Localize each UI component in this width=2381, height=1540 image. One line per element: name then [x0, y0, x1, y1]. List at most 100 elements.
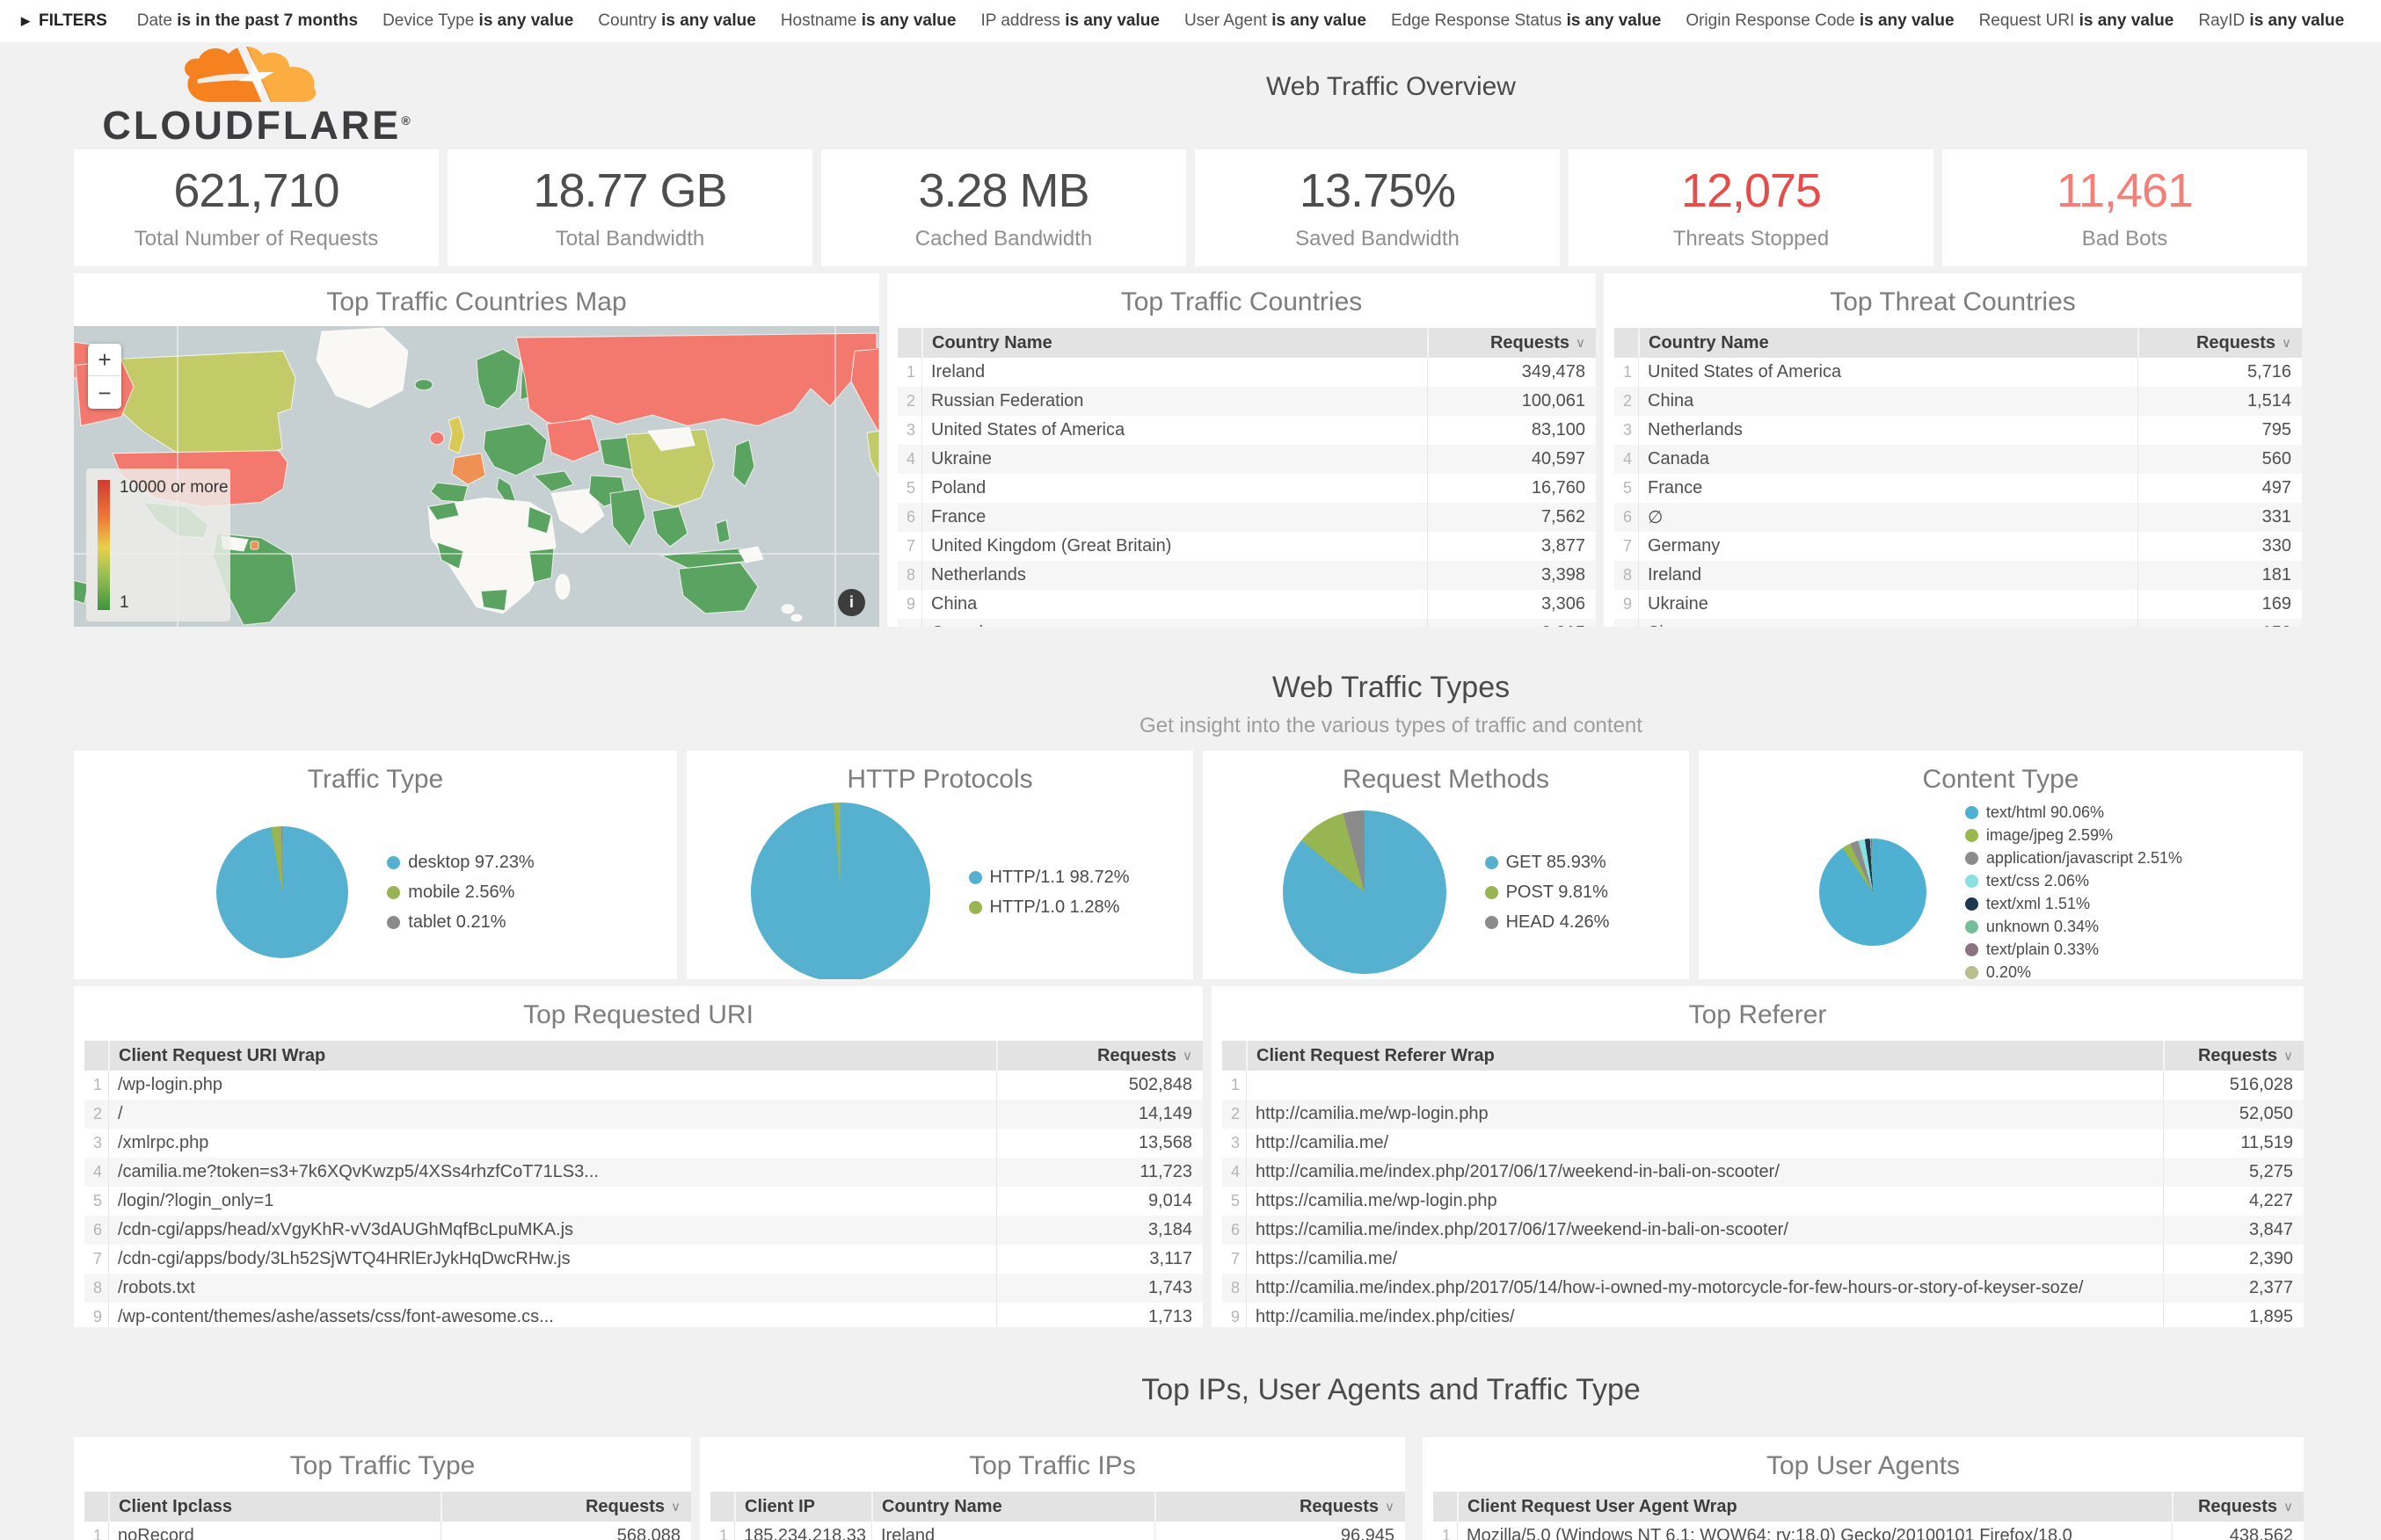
table-row[interactable]: 4/camilia.me?token=s3+7k6XQvKwzp5/4XSs4r…: [84, 1158, 1203, 1187]
column-header-requests[interactable]: Requests ∨: [2137, 328, 2302, 358]
table-row[interactable]: 2 China 1,514: [1614, 387, 2302, 416]
section-subtitle: Get insight into the various types of tr…: [1140, 714, 1642, 737]
filter-origin-response-code[interactable]: Origin Response Code is any value: [1686, 11, 1954, 31]
cell-client-request-uri-wrap: /login/?login_only=1: [108, 1187, 996, 1216]
table-row[interactable]: 6 https://camilia.me/index.php/2017/06/17…: [1222, 1216, 2304, 1245]
table-row[interactable]: 9 China 3,306: [898, 590, 1596, 619]
column-header-requests[interactable]: Requests ∨: [1427, 328, 1596, 358]
filter-device-type[interactable]: Device Type is any value: [382, 11, 573, 31]
filter-field: Edge Response Status: [1390, 11, 1567, 30]
filter-value: is any value: [1065, 11, 1160, 30]
table-row[interactable]: 3 United States of America 83,100: [898, 416, 1596, 445]
filter-rayid[interactable]: RayID is any value: [2198, 11, 2344, 31]
table-row[interactable]: 2 Russian Federation 100,061: [898, 387, 1596, 416]
sort-desc-icon: ∨: [2283, 1500, 2293, 1515]
table-row[interactable]: 7 United Kingdom (Great Britain) 3,877: [898, 532, 1596, 561]
table-row[interactable]: 1/wp-login.php 502,848: [84, 1071, 1203, 1100]
table-header-row: Country Name Requests ∨: [898, 328, 1596, 358]
table-row[interactable]: 1 United States of America 5,716: [1614, 358, 2302, 387]
map-zoom-out-button[interactable]: −: [88, 376, 121, 409]
table-row[interactable]: 8 Netherlands 3,398: [898, 561, 1596, 590]
table-row[interactable]: 4 Ukraine 40,597: [898, 445, 1596, 474]
kpi-label: Total Number of Requests: [134, 227, 379, 251]
column-header-requests[interactable]: Requests ∨: [441, 1492, 691, 1522]
table-row[interactable]: 5/login/?login_only=1 9,014: [84, 1187, 1203, 1216]
table-row[interactable]: 8 Ireland 181: [1614, 561, 2302, 590]
filter-ip-address[interactable]: IP address is any value: [980, 11, 1160, 31]
cell-country-name: China: [921, 590, 1427, 619]
column-header-requests[interactable]: Requests ∨: [996, 1041, 1203, 1071]
sort-desc-icon: ∨: [2283, 1049, 2293, 1064]
world-map[interactable]: + − 10000 or more 1 i: [74, 326, 879, 627]
table-row[interactable]: 7 https://camilia.me/2,390: [1222, 1245, 2304, 1274]
legend-dot: [1484, 855, 1498, 869]
table-row[interactable]: 1 noRecord 568,088: [84, 1522, 691, 1540]
top-ips-section-header: Top IPs, User Agents and Traffic Type: [274, 1373, 2381, 1407]
filter-field: Country: [598, 11, 662, 30]
table-row[interactable]: 4 Canada 560: [1614, 445, 2302, 474]
row-number: 6: [1622, 508, 1632, 526]
table-row[interactable]: 3/xmlrpc.php 13,568: [84, 1129, 1203, 1158]
column-header-requests[interactable]: Requests ∨: [2172, 1492, 2304, 1522]
table-row[interactable]: 9 http://camilia.me/index.php/cities/1,89…: [1222, 1303, 2304, 1327]
filters-toggle[interactable]: ▶ FILTERS: [21, 11, 107, 31]
filter-request-uri[interactable]: Request URI is any value: [1979, 11, 2174, 31]
table-row[interactable]: 6/cdn-cgi/apps/head/xVgyKhR-vV3dAUGhMqfB…: [84, 1216, 1203, 1245]
sort-desc-icon: ∨: [1576, 336, 1585, 351]
table-row[interactable]: 7/cdn-cgi/apps/body/3Lh52SjWTQ4HRlErJykH…: [84, 1245, 1203, 1274]
column-header-requests[interactable]: Requests ∨: [2163, 1041, 2304, 1071]
pie-legend: GET 85.93% POST 9.81% HEAD 4.26%: [1484, 853, 1609, 933]
table-row[interactable]: 1 Ireland 349,478: [898, 358, 1596, 387]
table-row[interactable]: 8/robots.txt 1,743: [84, 1274, 1203, 1303]
row-number: 7: [906, 537, 915, 555]
column-header-requests[interactable]: Requests ∨: [1154, 1492, 1405, 1522]
table-row[interactable]: 3 Netherlands 795: [1614, 416, 2302, 445]
table-row[interactable]: 5 Poland 16,760: [898, 474, 1596, 503]
cell-country-name: Netherlands: [921, 561, 1427, 590]
table-row[interactable]: 3 http://camilia.me/11,519: [1222, 1129, 2304, 1158]
top-threat-countries-title: Top Threat Countries: [1830, 287, 2076, 316]
row-number: 7: [92, 1250, 102, 1268]
cell-requests: 1,895: [2163, 1303, 2304, 1327]
table-row[interactable]: 6 France 7,562: [898, 503, 1596, 532]
column-header-label: Requests: [1096, 1045, 1177, 1065]
table-row[interactable]: 1 185.234.218.33 Ireland 96,945: [710, 1522, 1405, 1540]
cell-country-name: United Kingdom (Great Britain): [921, 532, 1427, 561]
cell-requests: 330: [2137, 532, 2302, 561]
cell-requests: 3,398: [1427, 561, 1596, 590]
table-row[interactable]: 1 516,028: [1222, 1071, 2304, 1100]
pie-title: Traffic Type: [307, 765, 444, 794]
cell-requests: 7,562: [1427, 503, 1596, 532]
table-row[interactable]: 4 http://camilia.me/index.php/2017/06/17/…: [1222, 1158, 2304, 1187]
table-row[interactable]: 6 ∅ 331: [1614, 503, 2302, 532]
table-row[interactable]: 5 France 497: [1614, 474, 2302, 503]
legend-dot: [387, 915, 401, 929]
filter-date[interactable]: Date is in the past 7 months: [137, 11, 358, 31]
table-row[interactable]: 2 http://camilia.me/wp-login.php 52,050: [1222, 1100, 2304, 1129]
kpi-label: Total Bandwidth: [555, 227, 705, 251]
table-row[interactable]: 5 https://camilia.me/wp-login.php 4,227: [1222, 1187, 2304, 1216]
legend-item-text-html: text/html 90.06%: [1964, 803, 2182, 822]
filter-hostname[interactable]: Hostname is any value: [781, 11, 957, 31]
map-zoom-in-button[interactable]: +: [88, 344, 121, 376]
filter-edge-response-status[interactable]: Edge Response Status is any value: [1391, 11, 1661, 31]
filter-user-agent[interactable]: User Agent is any value: [1184, 11, 1366, 31]
table-row[interactable]: 1 Mozilla/5.0 (Windows NT 6.1; WOW64; rv:…: [1433, 1522, 2304, 1540]
top-traffic-type-title: Top Traffic Type: [289, 1451, 476, 1480]
table-row[interactable]: 9 Ukraine 169: [1614, 590, 2302, 619]
table-row[interactable]: 7 Germany 330: [1614, 532, 2302, 561]
row-number: 1: [92, 1527, 102, 1540]
table-row[interactable]: 10Canada2,215: [898, 619, 1596, 627]
table-row[interactable]: 10Singapore150: [1614, 619, 2302, 627]
row-number: 4: [1622, 450, 1632, 468]
row-number: 4: [92, 1163, 102, 1180]
filter-country[interactable]: Country is any value: [598, 11, 756, 31]
cell-requests: 4,227: [2163, 1187, 2304, 1216]
legend-label: unknown 0.34%: [1985, 917, 2100, 935]
table-row[interactable]: 8 http://camilia.me/index.php/2017/05/14/…: [1222, 1274, 2304, 1303]
top-traffic-ips-title: Top Traffic IPs: [969, 1451, 1136, 1480]
cell-requests: 568,088: [441, 1522, 691, 1540]
table-row[interactable]: 9/wp-content/themes/ashe/assets/css/font…: [84, 1303, 1203, 1327]
map-info-icon[interactable]: i: [838, 589, 865, 616]
table-row[interactable]: 2 /14,149: [84, 1100, 1203, 1129]
